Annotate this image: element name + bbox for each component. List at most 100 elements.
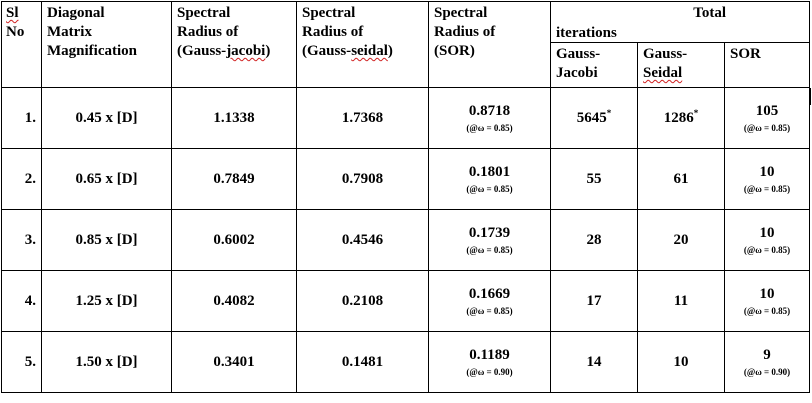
row-rho-gauss-jacobi: 1.1338 xyxy=(171,87,297,149)
row-sl: 2. xyxy=(1,148,42,210)
row-rho-gauss-jacobi: 0.7849 xyxy=(171,148,297,210)
row-iter-sor: 10 xyxy=(759,286,775,302)
row-iter-sor: 9 xyxy=(763,347,771,363)
subheader-gj-line1: Gauss- xyxy=(556,46,601,62)
header-diag-line1: Diagonal xyxy=(47,5,105,21)
row-rho-gauss-jacobi: 0.4082 xyxy=(171,270,297,332)
header-gs-line2: Radius of xyxy=(302,24,364,40)
results-table: Sl No Diagonal Matrix Magnification Spec… xyxy=(1,1,811,393)
table-row: 2. 0.65 x [D] 0.7849 0.7908 0.1801 (@ω =… xyxy=(1,148,811,210)
row-iter-gauss-jacobi: 28 xyxy=(550,209,638,271)
row-iter-sor-omega: (@ω = 0.85) xyxy=(743,245,791,255)
row-iter-gauss-jacobi: 17 xyxy=(550,270,638,332)
header-diag-line3: Magnification xyxy=(47,43,137,59)
row-rho-gauss-jacobi: 0.3401 xyxy=(171,331,297,393)
row-magnification: 1.50 x [D] xyxy=(41,331,172,393)
row-rho-sor-cell: 0.1801 (@ω = 0.85) xyxy=(428,148,551,210)
row-magnification: 0.65 x [D] xyxy=(41,148,172,210)
header-gs-line3a: (Gauss- xyxy=(302,43,352,59)
header-sl-line2: No xyxy=(6,24,25,40)
header-gj-line3a: (Gauss- xyxy=(177,43,227,59)
row-rho-sor: 0.1801 xyxy=(468,164,511,180)
row-sl: 3. xyxy=(1,209,42,271)
row-rho-sor-cell: 0.1189 (@ω = 0.90) xyxy=(428,331,551,393)
row-rho-gauss-jacobi: 0.6002 xyxy=(171,209,297,271)
row-iter-gauss-seidal: 20 xyxy=(637,209,725,271)
row-iter-gauss-seidal-cell: 1286* xyxy=(637,87,725,149)
row-iter-gauss-jacobi: 5645 xyxy=(576,109,607,126)
table-row: 3. 0.85 x [D] 0.6002 0.4546 0.1739 (@ω =… xyxy=(1,209,811,271)
row-sl: 4. xyxy=(1,270,42,332)
row-rho-sor-cell: 0.1669 (@ω = 0.85) xyxy=(428,270,551,332)
row-rho-gauss-seidal: 0.1481 xyxy=(296,331,429,393)
subheader-gauss-seidal: Gauss- Seidal xyxy=(637,42,725,88)
header-sl-no: Sl No xyxy=(1,1,42,88)
row-magnification: 0.85 x [D] xyxy=(41,209,172,271)
header-gs-line1: Spectral xyxy=(302,5,356,21)
row-rho-sor-omega: (@ω = 0.85) xyxy=(466,306,513,316)
row-iter-sor-cell: 10 (@ω = 0.85) xyxy=(723,148,811,210)
subheader-sor: SOR xyxy=(723,42,811,88)
row-rho-sor-cell: 0.1739 (@ω = 0.85) xyxy=(428,209,551,271)
row-rho-gauss-seidal: 1.7368 xyxy=(296,87,429,149)
row-iter-gauss-jacobi-mark: * xyxy=(606,107,612,118)
text-cursor-mark xyxy=(809,88,811,105)
header-gj-line1: Spectral xyxy=(177,5,231,21)
header-gj-line2: Radius of xyxy=(177,24,239,40)
subheader-row: Gauss- Jacobi Gauss- Seidal SOR xyxy=(2,42,811,88)
header-sor-line2: Radius of xyxy=(434,24,496,40)
row-iter-gauss-seidal: 10 xyxy=(637,331,725,393)
row-rho-sor-omega: (@ω = 0.85) xyxy=(466,184,513,194)
row-iter-sor: 105 xyxy=(755,103,779,119)
subheader-gauss-jacobi: Gauss- Jacobi xyxy=(550,42,638,88)
subheader-sor-label: SOR xyxy=(730,46,761,62)
header-iterations: iterations xyxy=(556,25,617,41)
row-magnification: 1.25 x [D] xyxy=(41,270,172,332)
header-gj-line3c: ) xyxy=(265,43,271,59)
row-rho-sor-cell: 0.8718 (@ω = 0.85) xyxy=(428,87,551,149)
row-rho-gauss-seidal: 0.2108 xyxy=(296,270,429,332)
row-rho-sor: 0.1669 xyxy=(468,286,511,302)
header-diagonal-magnification: Diagonal Matrix Magnification xyxy=(41,1,172,88)
row-iter-gauss-jacobi: 14 xyxy=(550,331,638,393)
header-sor-line3: (SOR) xyxy=(434,43,475,59)
subheader-gj-line2: Jacobi xyxy=(556,65,598,81)
row-iter-sor-omega: (@ω = 0.85) xyxy=(743,123,791,133)
row-iter-gauss-seidal: 1286 xyxy=(663,109,694,126)
row-iter-sor-cell: 9 (@ω = 0.90) xyxy=(723,331,811,393)
row-iter-sor-cell: 10 (@ω = 0.85) xyxy=(723,209,811,271)
row-iter-gauss-jacobi: 55 xyxy=(550,148,638,210)
row-iter-gauss-jacobi-cell: 5645* xyxy=(550,87,638,149)
row-rho-sor-omega: (@ω = 0.85) xyxy=(466,123,513,133)
row-iter-sor-cell: 10 (@ω = 0.85) xyxy=(723,270,811,332)
row-magnification: 0.45 x [D] xyxy=(41,87,172,149)
header-sor-line1: Spectral xyxy=(434,5,488,21)
row-rho-sor: 0.1739 xyxy=(468,225,511,241)
header-gs-line3c: ) xyxy=(387,43,393,59)
header-spectral-radius-gauss-jacobi: Spectral Radius of (Gauss-jacobi) xyxy=(171,1,297,88)
row-iter-sor-cell: 105 (@ω = 0.85) xyxy=(723,87,811,149)
header-row: Sl No Diagonal Matrix Magnification Spec… xyxy=(1,1,811,88)
header-gs-line3b: seidal xyxy=(351,43,388,59)
table-row: 4. 1.25 x [D] 0.4082 0.2108 0.1669 (@ω =… xyxy=(1,270,811,332)
header-total-iterations: Total iterations xyxy=(549,1,811,43)
row-rho-sor: 0.8718 xyxy=(468,103,511,119)
row-iter-sor: 10 xyxy=(759,164,775,180)
row-iter-sor-omega: (@ω = 0.85) xyxy=(743,306,791,316)
row-sl: 5. xyxy=(1,331,42,393)
row-iter-gauss-seidal: 61 xyxy=(637,148,725,210)
header-gj-line3b: jacobi xyxy=(226,43,266,59)
header-spectral-radius-sor: Spectral Radius of (SOR) xyxy=(428,1,551,88)
row-iter-gauss-seidal-mark: * xyxy=(693,107,699,118)
row-rho-gauss-seidal: 0.4546 xyxy=(296,209,429,271)
header-diag-line2: Matrix xyxy=(47,24,92,40)
row-iter-sor: 10 xyxy=(759,225,775,241)
row-iter-gauss-seidal: 11 xyxy=(637,270,725,332)
header-spectral-radius-gauss-seidal: Spectral Radius of (Gauss-seidal) xyxy=(296,1,429,88)
table-row: 5. 1.50 x [D] 0.3401 0.1481 0.1189 (@ω =… xyxy=(1,331,811,393)
row-rho-sor-omega: (@ω = 0.90) xyxy=(466,367,513,377)
row-rho-sor-omega: (@ω = 0.85) xyxy=(466,245,513,255)
subheader-gs-line1: Gauss- xyxy=(643,46,688,62)
row-sl: 1. xyxy=(1,87,42,149)
row-rho-gauss-seidal: 0.7908 xyxy=(296,148,429,210)
